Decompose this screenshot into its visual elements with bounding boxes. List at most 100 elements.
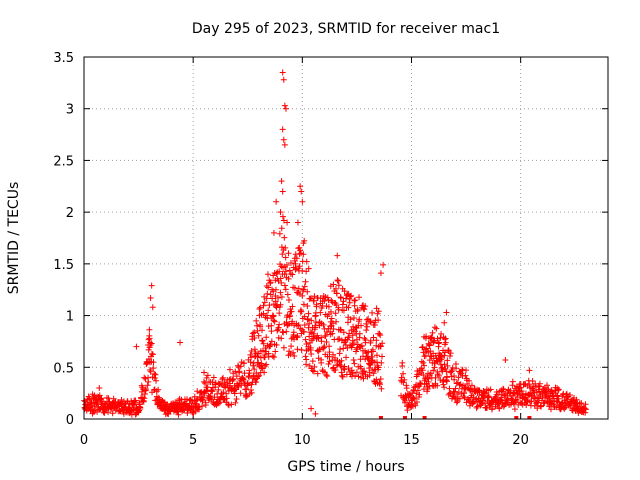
data-point bbox=[451, 376, 458, 383]
data-point bbox=[261, 293, 268, 300]
data-point bbox=[364, 323, 371, 330]
data-point bbox=[297, 183, 304, 190]
data-point bbox=[282, 268, 289, 275]
data-point bbox=[248, 386, 255, 393]
data-point bbox=[341, 363, 348, 370]
data-point bbox=[333, 290, 340, 297]
data-point bbox=[300, 286, 307, 293]
data-point bbox=[263, 283, 270, 290]
data-point bbox=[137, 404, 144, 411]
data-point bbox=[322, 332, 329, 339]
data-point bbox=[299, 288, 306, 295]
data-point bbox=[287, 259, 294, 266]
data-point bbox=[334, 277, 341, 284]
data-point bbox=[442, 336, 449, 343]
data-point bbox=[271, 318, 278, 325]
data-point bbox=[105, 409, 112, 416]
data-point bbox=[355, 318, 362, 325]
data-point bbox=[434, 335, 441, 342]
data-point bbox=[280, 136, 287, 143]
data-point bbox=[446, 353, 453, 360]
data-point bbox=[304, 288, 311, 295]
data-point bbox=[232, 399, 239, 406]
data-point bbox=[346, 299, 353, 306]
data-point bbox=[302, 336, 309, 343]
data-point bbox=[351, 297, 358, 304]
data-point bbox=[276, 310, 283, 317]
data-point bbox=[412, 402, 419, 409]
data-point bbox=[299, 292, 306, 299]
data-point bbox=[264, 271, 271, 278]
data-point bbox=[487, 386, 494, 393]
data-point bbox=[362, 337, 369, 344]
data-point bbox=[261, 369, 268, 376]
data-point bbox=[430, 367, 437, 374]
data-point bbox=[363, 320, 370, 327]
data-point bbox=[554, 392, 561, 399]
data-point bbox=[352, 297, 359, 304]
data-point bbox=[424, 385, 431, 392]
y-axis-title: SRMTID / TECUs bbox=[6, 182, 22, 295]
data-point bbox=[544, 382, 551, 389]
data-point bbox=[277, 275, 284, 282]
data-point bbox=[200, 378, 207, 385]
data-point bbox=[335, 277, 342, 284]
data-point bbox=[353, 369, 360, 376]
data-point bbox=[96, 384, 103, 391]
data-point bbox=[337, 326, 344, 333]
data-point bbox=[289, 271, 296, 278]
data-point bbox=[469, 400, 476, 407]
data-point bbox=[296, 263, 303, 270]
data-point bbox=[313, 303, 320, 310]
data-point bbox=[175, 411, 182, 418]
data-point bbox=[148, 282, 155, 289]
data-point bbox=[260, 310, 267, 317]
data-point bbox=[293, 255, 300, 262]
x-tick-label: 15 bbox=[403, 433, 420, 448]
data-point bbox=[285, 275, 292, 282]
data-point bbox=[416, 391, 423, 398]
data-point bbox=[375, 308, 382, 315]
data-point bbox=[340, 329, 347, 336]
data-point bbox=[221, 383, 228, 390]
data-point bbox=[298, 188, 305, 195]
data-point bbox=[143, 386, 150, 393]
data-point bbox=[280, 76, 287, 83]
data-point bbox=[348, 292, 355, 299]
data-point bbox=[294, 334, 301, 341]
data-point bbox=[151, 370, 158, 377]
data-point bbox=[363, 327, 370, 334]
data-point bbox=[348, 367, 355, 374]
data-point bbox=[452, 385, 459, 392]
data-point bbox=[373, 352, 380, 359]
data-point bbox=[369, 346, 376, 353]
data-point bbox=[260, 340, 267, 347]
data-point bbox=[282, 254, 289, 261]
data-point bbox=[336, 335, 343, 342]
data-point bbox=[488, 406, 495, 413]
data-point bbox=[341, 288, 348, 295]
data-point bbox=[438, 353, 445, 360]
data-point bbox=[281, 271, 288, 278]
data-point bbox=[478, 400, 485, 407]
data-point bbox=[259, 327, 266, 334]
data-point bbox=[275, 324, 282, 331]
data-point bbox=[266, 302, 273, 309]
data-point bbox=[247, 359, 254, 366]
data-point bbox=[263, 361, 270, 368]
data-point bbox=[94, 399, 101, 406]
data-point bbox=[210, 374, 217, 381]
data-point bbox=[401, 376, 408, 383]
data-point bbox=[339, 373, 346, 380]
data-point bbox=[278, 293, 285, 300]
data-point bbox=[91, 392, 98, 399]
data-point bbox=[332, 285, 339, 292]
data-point bbox=[283, 328, 290, 335]
data-point bbox=[298, 346, 305, 353]
data-point bbox=[277, 209, 284, 216]
data-point bbox=[420, 372, 427, 379]
data-point bbox=[202, 380, 209, 387]
data-point bbox=[361, 368, 368, 375]
data-point bbox=[301, 283, 308, 290]
data-point bbox=[356, 294, 363, 301]
